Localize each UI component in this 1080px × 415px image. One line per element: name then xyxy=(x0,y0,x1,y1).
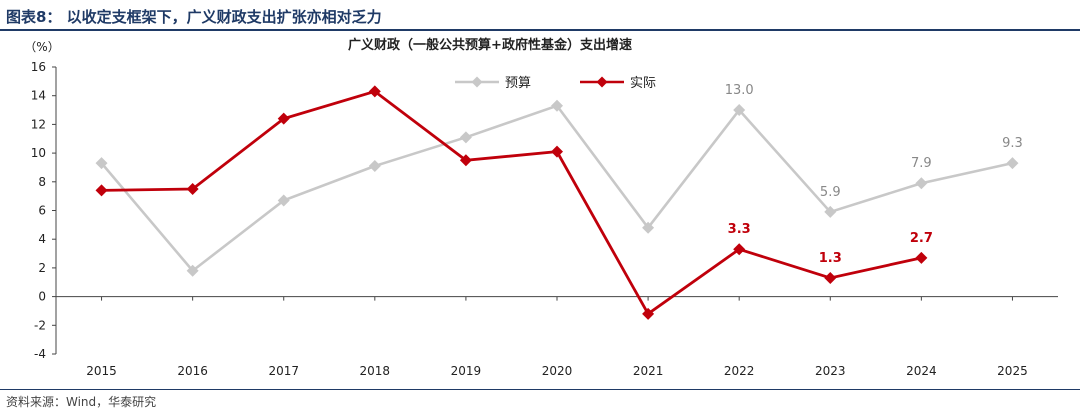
line-chart: 广义财政（一般公共预算+政府性基金）支出增速 （%） -4 -2 0 2 4 6 8 10 12… xyxy=(24,37,1058,378)
legend-marker xyxy=(596,76,608,88)
figure-title: 图表8： 以收定支框架下，广义财政支出扩张亦相对乏力 xyxy=(6,8,382,26)
x-tick-label: 2015 xyxy=(86,364,117,378)
data-label: 9.3 xyxy=(1002,136,1023,151)
x-tick-label: 2020 xyxy=(542,364,573,378)
y-tick-label: 16 xyxy=(31,60,46,74)
data-point xyxy=(277,112,290,125)
y-tick-label: 12 xyxy=(31,117,46,131)
x-tick-label: 2017 xyxy=(268,364,299,378)
data-point xyxy=(824,271,837,284)
legend-item-budget: 预算 xyxy=(455,76,531,91)
y-tick-label: 0 xyxy=(38,290,46,304)
x-tick-label: 2019 xyxy=(451,364,482,378)
y-tick-label: -2 xyxy=(34,318,46,332)
data-label: 2.7 xyxy=(910,231,933,246)
y-axis-label: （%） xyxy=(24,40,59,54)
series-actual: 3.3 1.3 2.7 xyxy=(95,85,933,320)
data-point xyxy=(459,131,472,144)
series-line xyxy=(101,89,922,316)
legend-marker xyxy=(471,76,483,88)
header-rule xyxy=(0,29,1080,31)
data-label: 3.3 xyxy=(728,222,751,237)
x-tick-label: 2023 xyxy=(815,364,846,378)
data-point xyxy=(459,154,472,167)
data-point xyxy=(277,194,290,207)
data-point xyxy=(368,85,381,98)
data-point xyxy=(551,99,563,112)
figure-header: 图表8： 以收定支框架下，广义财政支出扩张亦相对乏力 xyxy=(0,0,1080,31)
data-point xyxy=(733,104,746,117)
footer-rule xyxy=(0,389,1080,390)
x-tick-label: 2018 xyxy=(360,364,391,378)
data-label: 5.9 xyxy=(820,185,841,200)
data-label: 1.3 xyxy=(819,251,842,266)
y-tick-label: 10 xyxy=(31,146,46,160)
source-note: 资料来源：Wind，华泰研究 xyxy=(6,395,157,409)
x-tick-label: 2024 xyxy=(906,364,937,378)
series-budget: 13.0 5.9 7.9 9.3 xyxy=(95,83,1023,277)
y-tick-label: 8 xyxy=(38,175,46,189)
data-point xyxy=(733,243,746,256)
y-tick-label: 4 xyxy=(38,232,46,246)
data-point xyxy=(368,160,381,173)
data-point xyxy=(95,157,108,170)
series-layer: 13.0 5.9 7.9 9.3 3.3 1.3 2.7 xyxy=(95,83,1023,320)
data-point xyxy=(915,251,928,264)
data-label: 13.0 xyxy=(725,83,754,98)
chart-title: 广义财政（一般公共预算+政府性基金）支出增速 xyxy=(348,37,632,53)
y-tick-label: 6 xyxy=(38,204,46,218)
legend: 预算 实际 xyxy=(455,76,656,91)
legend-label: 实际 xyxy=(630,76,656,91)
legend-label: 预算 xyxy=(505,76,531,91)
x-tick-label: 2022 xyxy=(724,364,755,378)
series-line xyxy=(100,104,1013,273)
y-tick-label: 14 xyxy=(31,89,46,103)
data-point xyxy=(186,182,199,195)
legend-item-actual: 实际 xyxy=(580,76,656,91)
x-tick-label: 2025 xyxy=(997,364,1028,378)
data-point xyxy=(642,307,655,320)
x-tick-label: 2016 xyxy=(177,364,208,378)
data-point xyxy=(186,264,199,277)
data-point xyxy=(642,221,655,234)
y-tick-label: -4 xyxy=(34,347,46,361)
data-point xyxy=(824,205,837,218)
data-point xyxy=(915,177,928,190)
axes: -4 -2 0 2 4 6 8 10 12 14 16 2015 2016 2017 2018 2019 202… xyxy=(31,60,1058,378)
x-tick-label: 2021 xyxy=(633,364,664,378)
data-point xyxy=(551,145,563,158)
data-label: 7.9 xyxy=(911,156,932,171)
data-point xyxy=(1006,157,1019,170)
data-point xyxy=(95,184,108,197)
y-tick-label: 2 xyxy=(38,261,46,275)
